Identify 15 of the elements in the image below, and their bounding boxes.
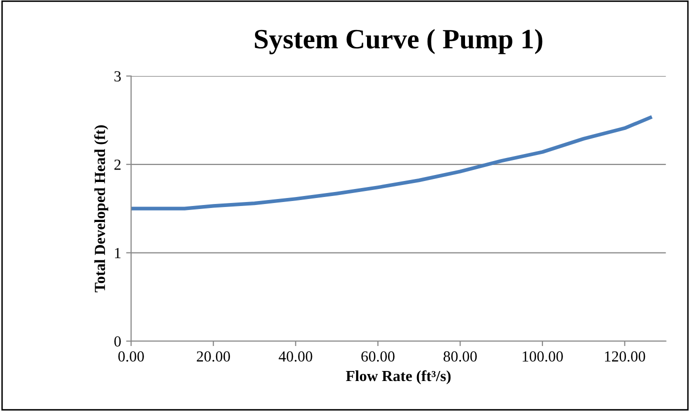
x-tick-label: 60.00: [361, 351, 395, 362]
x-tick-label: 80.00: [444, 351, 477, 362]
y-tick-label: 3: [114, 71, 121, 82]
x-tick-label: 100.00: [522, 351, 563, 362]
x-axis-title: Flow Rate (ft³/s): [346, 370, 451, 384]
y-tick-label: 2: [114, 160, 121, 170]
y-axis-title: Total Developed Head (ft): [94, 125, 108, 292]
x-tick-label: 0.00: [118, 351, 144, 362]
chart-title: System Curve ( Pump 1): [254, 28, 542, 54]
x-tick-label: 40.00: [278, 351, 312, 362]
y-tick-label: 1: [115, 248, 120, 258]
line-series: [131, 116, 652, 210]
x-tick-label: 120.00: [605, 351, 646, 362]
x-tick-label: 20.00: [196, 351, 230, 362]
y-tick-label: 0: [114, 336, 121, 347]
